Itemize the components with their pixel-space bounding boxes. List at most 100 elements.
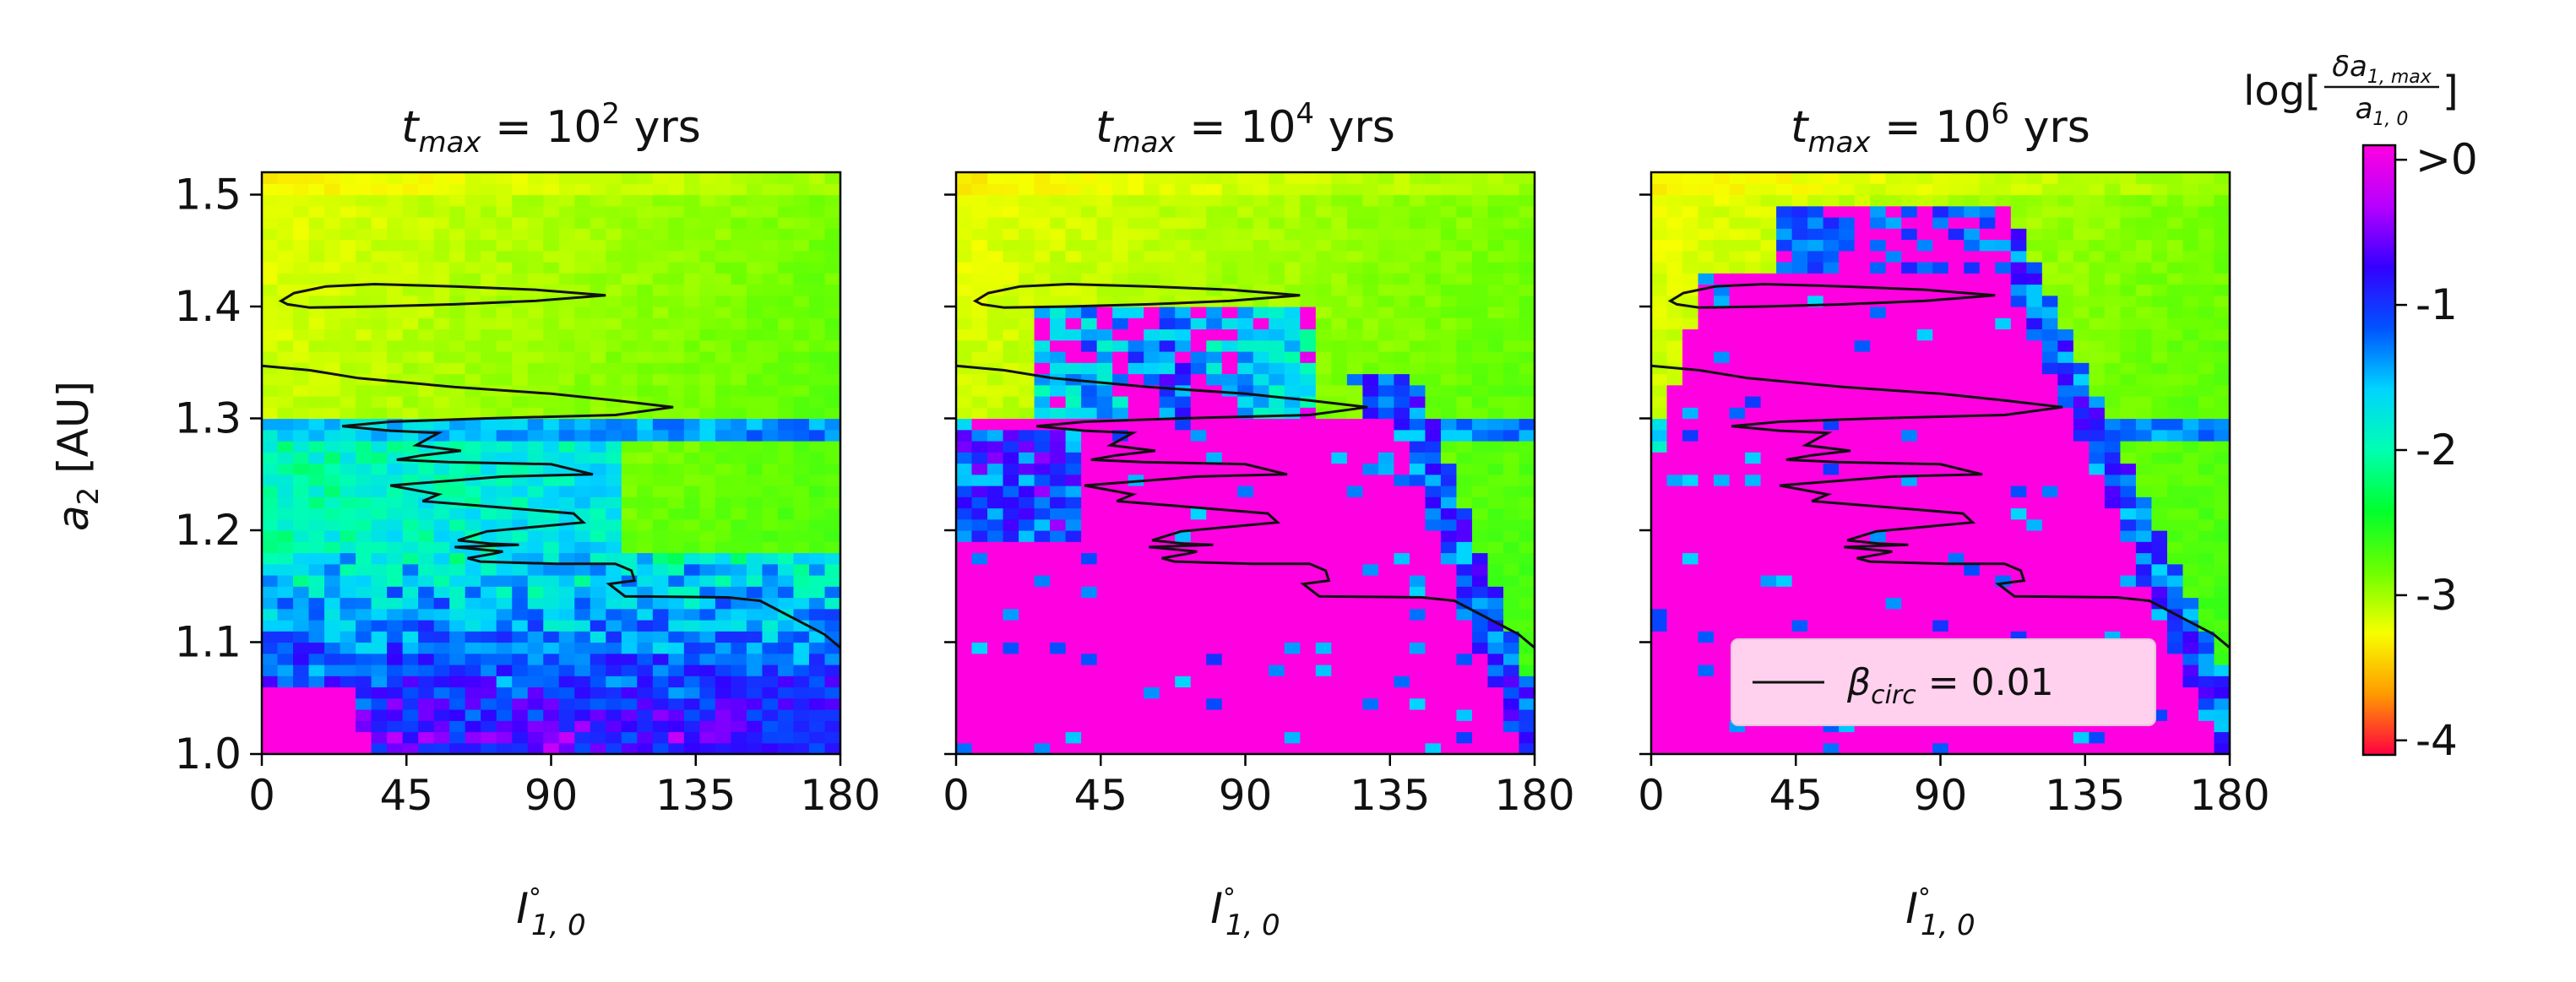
heatmap-cell [1112,329,1128,341]
heatmap-cell [1503,183,1519,195]
heatmap-cell [1441,240,1457,252]
heatmap-cell [653,419,669,431]
heatmap-cell [1456,362,1472,374]
heatmap-cell [1316,296,1332,307]
heatmap-cell [622,217,638,229]
heatmap-cell [762,687,778,699]
heatmap-cell [1714,508,1730,520]
heatmap-cell [684,273,700,285]
heatmap-cell [2167,743,2183,755]
heatmap-cell [340,273,356,285]
heatmap-cell [574,374,590,386]
heatmap-cell [1948,598,1965,610]
heatmap-cell [262,698,278,710]
heatmap-cell [418,329,434,341]
heatmap-cell [1487,317,1503,329]
heatmap-cell [1081,329,1097,341]
heatmap-cell [2182,452,2198,464]
heatmap-cell [1191,732,1207,744]
heatmap-cell [1472,172,1488,184]
heatmap-cell [590,195,606,207]
heatmap-cell [1378,172,1394,184]
heatmap-cell [418,665,434,676]
heatmap-cell [1839,486,1855,497]
heatmap-cell [1472,553,1488,565]
heatmap-cell [1362,631,1378,643]
heatmap-cell [809,262,825,274]
heatmap-cell [1035,317,1051,329]
heatmap-cell [356,687,372,699]
heatmap-cell [668,407,684,419]
heatmap-cell [497,285,513,296]
heatmap-cell [1003,419,1019,431]
heatmap-cell [1019,620,1035,632]
heatmap-cell [2136,732,2152,744]
heatmap-cell [2026,620,2042,632]
heatmap-cell [1347,217,1363,229]
heatmap-cell [1487,385,1503,397]
heatmap-cell [434,553,450,565]
heatmap-cell [1698,665,1715,676]
heatmap-cell [1823,620,1840,632]
heatmap-cell [731,732,747,744]
heatmap-cell [762,496,778,508]
heatmap-cell [1776,441,1792,453]
heatmap-cell [715,530,731,542]
heatmap-cell [778,317,794,329]
heatmap-cell [403,564,419,576]
heatmap-cell [684,530,700,542]
heatmap-cell [387,575,403,587]
heatmap-cell [1761,441,1777,453]
heatmap-cell [1175,329,1191,341]
heatmap-cell [1222,486,1238,497]
heatmap-cell [1331,419,1347,431]
heatmap-cell [1019,407,1035,419]
heatmap-cell [653,720,669,732]
heatmap-cell [1222,541,1238,553]
heatmap-cell [1331,598,1347,610]
heatmap-cell [1425,720,1441,732]
heatmap-cell [606,496,622,508]
heatmap-cell [1698,598,1715,610]
heatmap-cell [684,675,700,687]
heatmap-cell [1745,430,1761,442]
heatmap-cell [481,195,497,207]
heatmap-cell [684,743,700,755]
heatmap-cell [778,553,794,565]
heatmap-cell [356,586,372,598]
heatmap-cell [372,553,388,565]
heatmap-cell [715,407,731,419]
heatmap-cell [1144,206,1160,218]
heatmap-cell [1003,687,1019,699]
heatmap-cell [528,441,544,453]
heatmap-cell [1347,172,1363,184]
heatmap-cell [543,195,559,207]
heatmap-cell [1698,452,1715,464]
heatmap-cell [824,475,840,486]
heatmap-cell [574,553,590,565]
heatmap-cell [715,598,731,610]
heatmap-cell [668,217,684,229]
heatmap-cell [262,228,278,240]
heatmap-cell [747,430,763,442]
heatmap-cell [1948,609,1965,621]
heatmap-cell [512,654,528,665]
heatmap-cell [262,296,278,307]
heatmap-cell [403,720,419,732]
y-tick-label: 1.2 [174,506,242,555]
heatmap-cell [2026,452,2042,464]
heatmap-cell [956,396,972,408]
heatmap-cell [403,273,419,285]
heatmap-cell [1066,407,1082,419]
heatmap-cell [824,720,840,732]
heatmap-cell [1410,374,1426,386]
heatmap-cell [2026,508,2042,520]
heatmap-cell [824,620,840,632]
heatmap-cell [574,475,590,486]
heatmap-cell [372,541,388,553]
heatmap-cell [1362,362,1378,374]
heatmap-cell [762,564,778,576]
heatmap-cell [1651,698,1667,710]
heatmap-cell [1503,743,1519,755]
heatmap-cell [1300,732,1316,744]
